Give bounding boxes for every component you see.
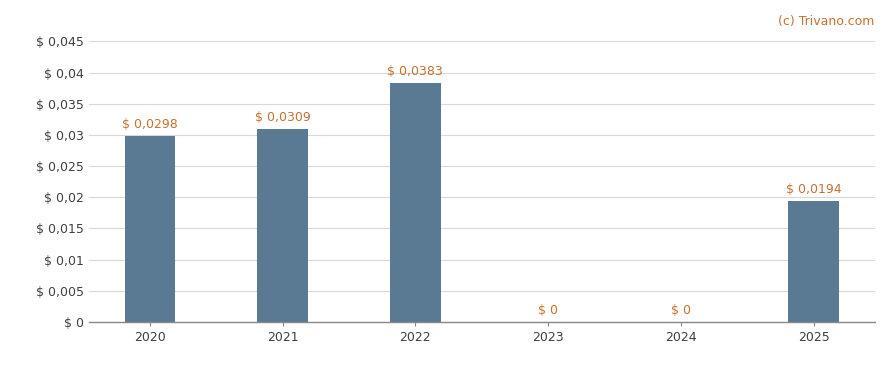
Text: $ 0,0298: $ 0,0298 [122, 118, 178, 131]
Text: $ 0: $ 0 [538, 304, 559, 317]
Text: $ 0,0383: $ 0,0383 [387, 65, 443, 78]
Bar [124, 136, 175, 322]
Bar [258, 130, 308, 322]
Bar [390, 83, 440, 322]
Text: $ 0,0309: $ 0,0309 [255, 111, 311, 124]
Text: (c) Trivano.com: (c) Trivano.com [778, 15, 875, 28]
Bar [789, 201, 839, 322]
Text: $ 0,0194: $ 0,0194 [786, 183, 842, 196]
Text: $ 0: $ 0 [671, 304, 691, 317]
